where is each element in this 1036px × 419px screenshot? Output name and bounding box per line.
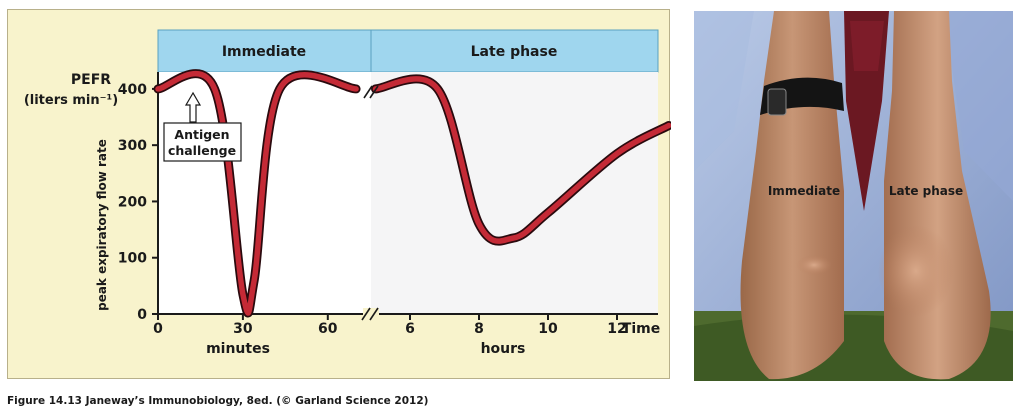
annotation-line-2: challenge: [168, 143, 236, 158]
x-tick-label: 10: [538, 321, 558, 337]
pefr-line-hours: [372, 76, 671, 244]
y-axis-title: PEFR: [71, 72, 111, 88]
photo-label-late: Late phase: [889, 184, 963, 198]
y-tick-label: 400: [118, 82, 147, 98]
phase-label-late: Late phase: [471, 44, 558, 60]
y-axis-units: (liters min⁻¹): [24, 93, 118, 108]
x-tick-label: 12: [607, 321, 626, 337]
x-ticks: 0 30 60 6 8 10 12: [153, 314, 627, 337]
x-axis-time-label: Time: [622, 321, 660, 337]
figure-caption: Figure 14.13 Janeway’s Immunobiology, 8e…: [7, 395, 429, 407]
pefr-chart: Immediate Late phase PEFR (liters min⁻¹)…: [24, 29, 671, 357]
pefr-curves: [153, 69, 671, 318]
x-tick-label: 6: [405, 321, 415, 337]
x-axis-hours-label: hours: [481, 341, 526, 357]
pefr-line-minutes: [155, 71, 359, 316]
phase-bar-late: [370, 29, 659, 73]
forearms-photo: Immediate Late phase: [694, 11, 1013, 381]
x-tick-label: 0: [153, 321, 163, 337]
phase-label-immediate: Immediate: [222, 44, 306, 60]
axis-break-bottom: [361, 307, 379, 321]
plot-area-hours: [371, 72, 658, 314]
x-tick-label: 60: [318, 321, 338, 337]
annotation-line-1: Antigen: [174, 127, 229, 142]
chart-panel: Immediate Late phase PEFR (liters min⁻¹)…: [7, 9, 671, 379]
antigen-arrow-icon: [184, 91, 202, 123]
y-ticks: 0 100 200 300 400: [118, 82, 158, 323]
axis-break-top: [363, 85, 379, 99]
phase-bar-immediate: [157, 29, 372, 73]
y-tick-label: 100: [118, 251, 147, 267]
photo-label-immediate: Immediate: [768, 184, 840, 198]
x-tick-label: 30: [233, 321, 253, 337]
y-tick-label: 0: [137, 307, 147, 323]
y-tick-label: 300: [118, 138, 147, 154]
annotation-box: [163, 122, 242, 162]
x-tick-label: 8: [474, 321, 484, 337]
y-tick-label: 200: [118, 194, 147, 210]
x-axis-minutes-label: minutes: [206, 341, 270, 357]
y-axis-rotated-label: peak expiratory flow rate: [95, 139, 109, 311]
